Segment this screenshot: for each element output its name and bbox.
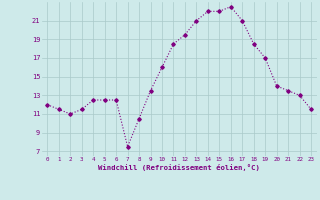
- X-axis label: Windchill (Refroidissement éolien,°C): Windchill (Refroidissement éolien,°C): [98, 164, 260, 171]
